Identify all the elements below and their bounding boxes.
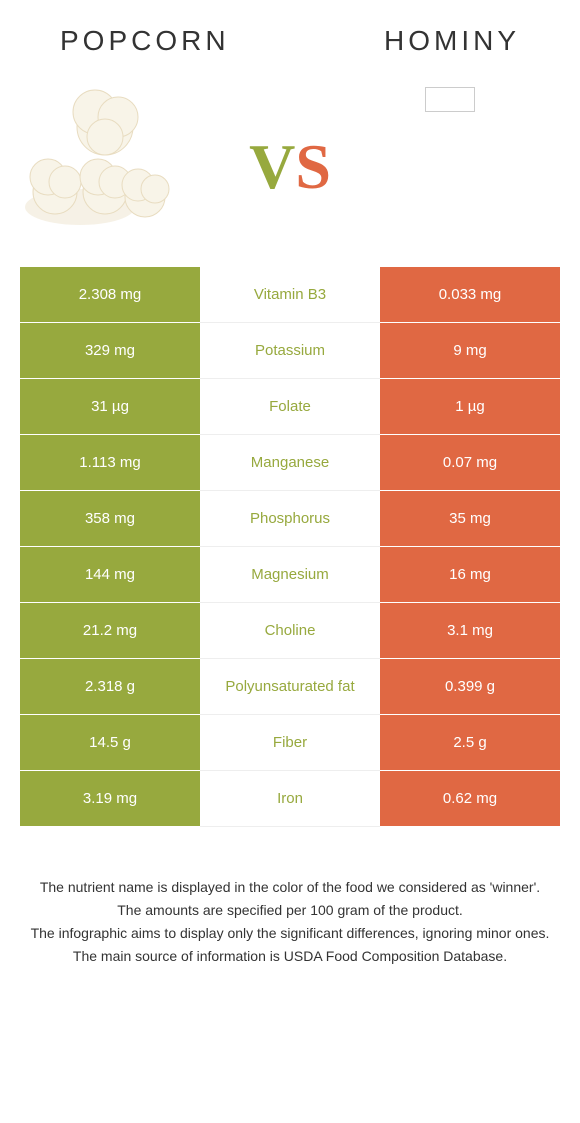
- nutrient-name-cell: Potassium: [200, 323, 380, 379]
- right-food-title: HOMINY: [384, 25, 520, 57]
- right-value-cell: 1 µg: [380, 379, 560, 435]
- right-value-cell: 0.399 g: [380, 659, 560, 715]
- left-value-cell: 14.5 g: [20, 715, 200, 771]
- nutrient-name-cell: Polyunsaturated fat: [200, 659, 380, 715]
- right-value-cell: 0.033 mg: [380, 267, 560, 323]
- nutrient-name-cell: Vitamin B3: [200, 267, 380, 323]
- vs-s-letter: S: [295, 131, 331, 202]
- popcorn-image: [10, 77, 210, 257]
- comparison-table: 2.308 mgVitamin B30.033 mg329 mgPotassiu…: [20, 267, 560, 827]
- left-value-cell: 144 mg: [20, 547, 200, 603]
- vs-label: VS: [249, 130, 331, 204]
- right-value-cell: 16 mg: [380, 547, 560, 603]
- left-value-cell: 3.19 mg: [20, 771, 200, 827]
- nutrient-name-cell: Fiber: [200, 715, 380, 771]
- right-value-cell: 2.5 g: [380, 715, 560, 771]
- right-value-cell: 0.62 mg: [380, 771, 560, 827]
- left-value-cell: 21.2 mg: [20, 603, 200, 659]
- left-value-cell: 2.308 mg: [20, 267, 200, 323]
- left-value-cell: 329 mg: [20, 323, 200, 379]
- nutrient-name-cell: Choline: [200, 603, 380, 659]
- table-row: 21.2 mgCholine3.1 mg: [20, 603, 560, 659]
- nutrient-name-cell: Iron: [200, 771, 380, 827]
- right-value-cell: 3.1 mg: [380, 603, 560, 659]
- footer-line: The nutrient name is displayed in the co…: [20, 877, 560, 898]
- footer-line: The infographic aims to display only the…: [20, 923, 560, 944]
- footer-notes: The nutrient name is displayed in the co…: [0, 827, 580, 989]
- nutrient-name-cell: Phosphorus: [200, 491, 380, 547]
- table-row: 329 mgPotassium9 mg: [20, 323, 560, 379]
- right-value-cell: 35 mg: [380, 491, 560, 547]
- left-value-cell: 358 mg: [20, 491, 200, 547]
- vs-v-letter: V: [249, 131, 295, 202]
- footer-line: The amounts are specified per 100 gram o…: [20, 900, 560, 921]
- left-value-cell: 31 µg: [20, 379, 200, 435]
- table-row: 144 mgMagnesium16 mg: [20, 547, 560, 603]
- nutrient-name-cell: Magnesium: [200, 547, 380, 603]
- right-value-cell: 0.07 mg: [380, 435, 560, 491]
- nutrient-name-cell: Folate: [200, 379, 380, 435]
- table-row: 3.19 mgIron0.62 mg: [20, 771, 560, 827]
- vs-section: VS: [0, 67, 580, 267]
- header: POPCORN HOMINY: [0, 0, 580, 67]
- table-row: 358 mgPhosphorus35 mg: [20, 491, 560, 547]
- hominy-image: [425, 87, 475, 112]
- table-row: 31 µgFolate1 µg: [20, 379, 560, 435]
- nutrient-name-cell: Manganese: [200, 435, 380, 491]
- left-food-title: POPCORN: [60, 25, 230, 57]
- right-value-cell: 9 mg: [380, 323, 560, 379]
- table-row: 2.308 mgVitamin B30.033 mg: [20, 267, 560, 323]
- table-row: 14.5 gFiber2.5 g: [20, 715, 560, 771]
- table-row: 1.113 mgManganese0.07 mg: [20, 435, 560, 491]
- footer-line: The main source of information is USDA F…: [20, 946, 560, 967]
- table-row: 2.318 gPolyunsaturated fat0.399 g: [20, 659, 560, 715]
- left-value-cell: 1.113 mg: [20, 435, 200, 491]
- left-value-cell: 2.318 g: [20, 659, 200, 715]
